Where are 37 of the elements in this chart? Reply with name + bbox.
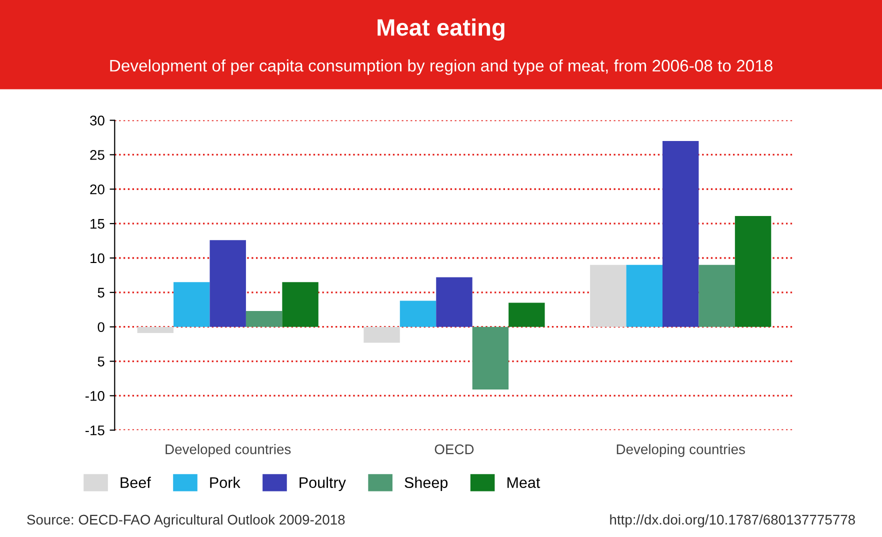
y-tick-label: 5 bbox=[98, 356, 104, 366]
legend-label: Meat bbox=[507, 477, 540, 488]
bar bbox=[137, 326, 174, 334]
chart-title: Meat eating bbox=[378, 18, 504, 41]
y-tick-label: 5 bbox=[98, 288, 104, 298]
bar bbox=[436, 277, 472, 327]
legend-label: Poultry bbox=[300, 476, 346, 492]
bar bbox=[282, 282, 318, 327]
bar bbox=[626, 264, 662, 327]
x-tick-label: Developed countries bbox=[166, 444, 291, 457]
y-tick-label: -10 bbox=[85, 391, 104, 401]
bar bbox=[400, 300, 436, 327]
bar bbox=[174, 282, 210, 327]
chart-subtitle: Development of per capita consumption by region and type of meat, from 2006-08 to 2018 bbox=[110, 59, 772, 75]
bar bbox=[698, 264, 735, 327]
bar bbox=[734, 216, 772, 327]
bar bbox=[472, 326, 509, 390]
text: http://dx.doi.org/10.1787/680137775778 bbox=[610, 514, 855, 528]
y-tick-label: 0 bbox=[98, 322, 104, 332]
bar bbox=[662, 140, 699, 327]
source-note: Source: OECD-FAO Agricultural Outlook 2009-2018 bbox=[27, 514, 345, 528]
legend-label: Sheep bbox=[404, 476, 448, 492]
x-tick-label: Developing countries bbox=[616, 444, 745, 457]
y-tick-label: 15 bbox=[90, 219, 104, 229]
y-tick-label: 10 bbox=[90, 253, 104, 264]
bar bbox=[590, 264, 626, 327]
x-tick-label: OECD bbox=[434, 444, 474, 454]
y-tick-label: -15 bbox=[85, 426, 104, 436]
y-tick-label: 30 bbox=[90, 116, 104, 126]
bar bbox=[210, 240, 246, 327]
bar bbox=[246, 311, 282, 327]
y-tick-label: 25 bbox=[90, 150, 104, 160]
bar bbox=[364, 326, 400, 343]
y-tick-label: 20 bbox=[90, 184, 104, 194]
legend-label: Pork bbox=[210, 476, 240, 488]
legend-label: Beef bbox=[120, 476, 151, 488]
bar bbox=[508, 302, 545, 327]
